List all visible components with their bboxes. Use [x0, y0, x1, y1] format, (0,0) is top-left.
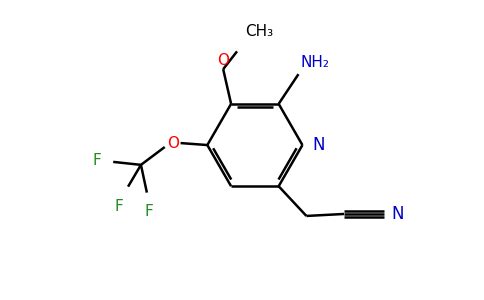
Text: F: F — [115, 199, 123, 214]
Text: F: F — [145, 205, 153, 220]
Text: O: O — [217, 53, 229, 68]
Text: NH₂: NH₂ — [301, 55, 330, 70]
Text: O: O — [166, 136, 179, 151]
Text: CH₃: CH₃ — [245, 25, 273, 40]
Text: N: N — [312, 136, 325, 154]
Text: F: F — [92, 153, 101, 168]
Text: N: N — [392, 205, 404, 223]
